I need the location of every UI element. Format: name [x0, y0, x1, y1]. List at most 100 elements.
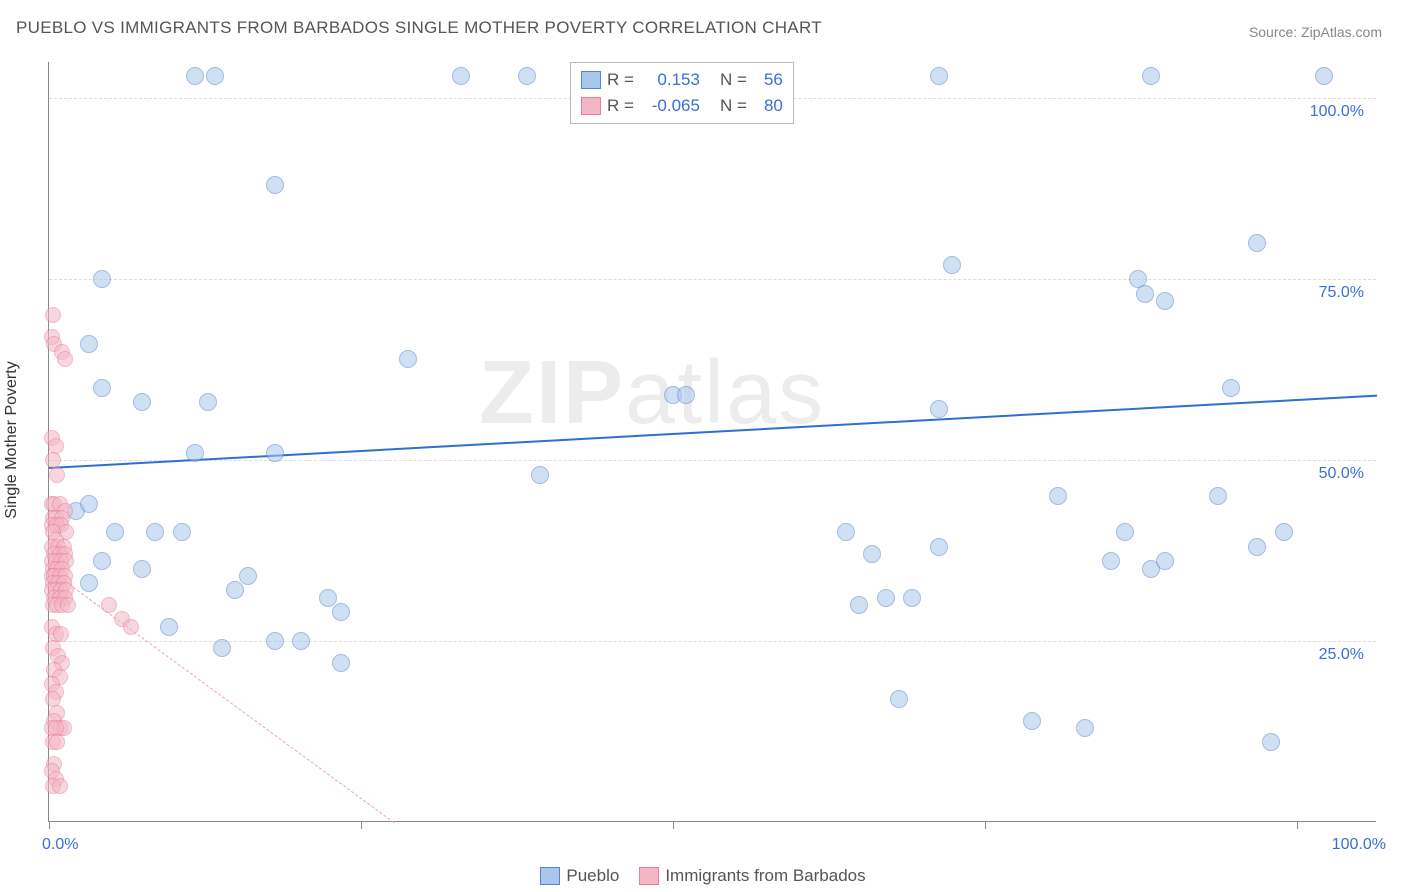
data-point	[199, 393, 217, 411]
data-point	[123, 619, 139, 635]
data-point	[1209, 487, 1227, 505]
data-point	[1275, 523, 1293, 541]
data-point	[206, 67, 224, 85]
data-point	[93, 552, 111, 570]
y-tick-label: 75.0%	[1319, 284, 1364, 302]
data-point	[1156, 292, 1174, 310]
data-point	[173, 523, 191, 541]
data-point	[1116, 523, 1134, 541]
legend-row-pueblo: R = 0.153 N = 56	[581, 67, 783, 93]
data-point	[186, 67, 204, 85]
data-point	[837, 523, 855, 541]
data-point	[45, 307, 61, 323]
r-value-barbados: -0.065	[640, 96, 700, 116]
plot-area: ZIPatlas 25.0% 50.0% 75.0% 100.0%	[48, 62, 1376, 822]
data-point	[45, 452, 61, 468]
data-point	[1076, 719, 1094, 737]
data-point	[93, 270, 111, 288]
data-point	[1262, 733, 1280, 751]
data-point	[930, 400, 948, 418]
data-point	[101, 597, 117, 613]
swatch-barbados	[639, 867, 659, 885]
data-point	[133, 560, 151, 578]
legend-label-pueblo: Pueblo	[566, 866, 619, 886]
x-tick	[361, 821, 362, 829]
data-point	[1315, 67, 1333, 85]
data-point	[52, 778, 68, 794]
data-point	[518, 67, 536, 85]
data-point	[80, 574, 98, 592]
data-point	[57, 351, 73, 367]
trend-line-pueblo	[49, 395, 1377, 469]
data-point	[319, 589, 337, 607]
data-point	[266, 444, 284, 462]
chart-title: PUEBLO VS IMMIGRANTS FROM BARBADOS SINGL…	[16, 18, 822, 38]
r-value-pueblo: 0.153	[640, 70, 700, 90]
data-point	[930, 67, 948, 85]
data-point	[292, 632, 310, 650]
data-point	[80, 335, 98, 353]
legend-row-barbados: R = -0.065 N = 80	[581, 93, 783, 119]
x-tick	[673, 821, 674, 829]
data-point	[1248, 234, 1266, 252]
data-point	[53, 626, 69, 642]
gridline-h	[49, 641, 1376, 642]
y-axis-label: Single Mother Poverty	[3, 361, 21, 518]
data-point	[266, 632, 284, 650]
r-label: R =	[607, 70, 634, 90]
data-point	[930, 538, 948, 556]
data-point	[1142, 67, 1160, 85]
data-point	[1023, 712, 1041, 730]
data-point	[1049, 487, 1067, 505]
legend-stats: R = 0.153 N = 56 R = -0.065 N = 80	[570, 62, 794, 124]
swatch-pueblo	[540, 867, 560, 885]
data-point	[850, 596, 868, 614]
data-point	[226, 581, 244, 599]
legend-series: Pueblo Immigrants from Barbados	[0, 866, 1406, 886]
gridline-h	[49, 279, 1376, 280]
y-tick-label: 25.0%	[1319, 646, 1364, 664]
legend-item-pueblo: Pueblo	[540, 866, 619, 886]
data-point	[863, 545, 881, 563]
y-tick-label: 50.0%	[1319, 465, 1364, 483]
x-tick-min: 0.0%	[42, 836, 78, 854]
data-point	[943, 256, 961, 274]
data-point	[332, 603, 350, 621]
x-tick	[1297, 821, 1298, 829]
data-point	[1222, 379, 1240, 397]
legend-label-barbados: Immigrants from Barbados	[665, 866, 865, 886]
data-point	[399, 350, 417, 368]
data-point	[49, 734, 65, 750]
data-point	[48, 438, 64, 454]
watermark: ZIPatlas	[479, 342, 825, 445]
data-point	[186, 444, 204, 462]
data-point	[80, 495, 98, 513]
data-point	[45, 691, 61, 707]
data-point	[877, 589, 895, 607]
data-point	[93, 379, 111, 397]
data-point	[239, 567, 257, 585]
swatch-pueblo	[581, 71, 601, 89]
y-tick-label: 100.0%	[1310, 103, 1364, 121]
data-point	[106, 523, 124, 541]
data-point	[146, 523, 164, 541]
data-point	[160, 618, 178, 636]
source-attribution: Source: ZipAtlas.com	[1249, 24, 1382, 40]
data-point	[332, 654, 350, 672]
data-point	[1136, 285, 1154, 303]
data-point	[60, 597, 76, 613]
data-point	[266, 176, 284, 194]
x-tick	[49, 821, 50, 829]
n-label: N =	[720, 96, 747, 116]
data-point	[49, 467, 65, 483]
data-point	[133, 393, 151, 411]
data-point	[1102, 552, 1120, 570]
data-point	[903, 589, 921, 607]
chart-container: PUEBLO VS IMMIGRANTS FROM BARBADOS SINGL…	[0, 0, 1406, 892]
r-label: R =	[607, 96, 634, 116]
x-tick-max: 100.0%	[1332, 836, 1386, 854]
data-point	[890, 690, 908, 708]
data-point	[1156, 552, 1174, 570]
data-point	[452, 67, 470, 85]
gridline-h	[49, 460, 1376, 461]
